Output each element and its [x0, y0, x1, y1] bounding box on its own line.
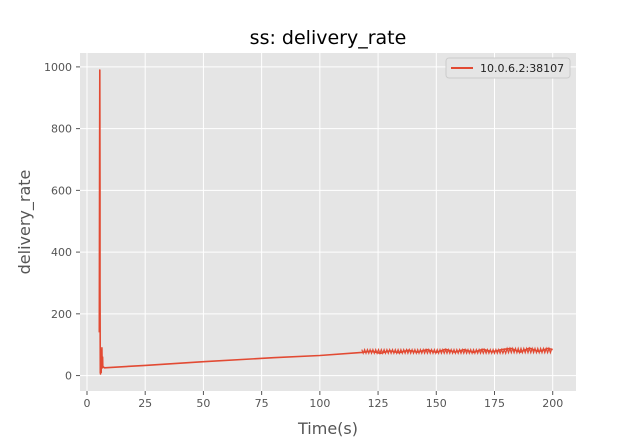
y-tick-label: 800 [51, 123, 72, 136]
plot-area [80, 53, 576, 391]
x-tick-label: 125 [368, 397, 389, 410]
y-tick-label: 1000 [44, 61, 72, 74]
legend-entry: 10.0.6.2:38107 [480, 62, 564, 75]
legend-box [445, 57, 571, 79]
axis-ticks: 0 25 50 75 100 125 150 175 200 0 200 400 600 800 1000 [44, 61, 563, 410]
y-tick-label: 400 [51, 246, 72, 259]
legend: 10.0.6.2:38107 [445, 57, 571, 79]
x-tick-label: 25 [138, 397, 152, 410]
y-tick-label: 0 [65, 370, 72, 383]
x-tick-label: 150 [426, 397, 447, 410]
x-tick-label: 75 [255, 397, 269, 410]
y-tick-label: 200 [51, 308, 72, 321]
x-tick-label: 50 [196, 397, 210, 410]
x-axis-label: Time(s) [297, 419, 358, 438]
y-tick-label: 600 [51, 184, 72, 197]
x-tick-label: 200 [542, 397, 563, 410]
grid-lines [80, 53, 576, 391]
x-tick-label: 0 [83, 397, 90, 410]
y-axis-label: delivery_rate [15, 170, 35, 275]
series-lines [98, 69, 553, 375]
chart-title: ss: delivery_rate [250, 27, 407, 49]
x-tick-label: 175 [484, 397, 505, 410]
series-dense-band [361, 346, 553, 356]
x-tick-label: 100 [309, 397, 330, 410]
